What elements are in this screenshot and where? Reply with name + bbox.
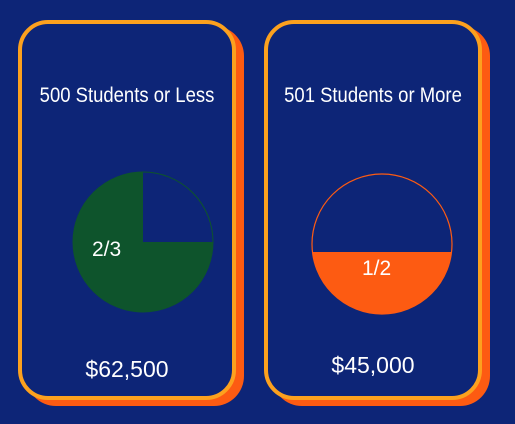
card-500-or-less: 500 Students or Less 2/3 $62,500	[18, 20, 248, 410]
pie-filled-slice	[73, 172, 213, 312]
circle-filled-portion	[312, 252, 452, 314]
circle-outline	[311, 173, 453, 315]
card-panel: 500 Students or Less 2/3 $62,500	[18, 20, 236, 400]
card-title: 501 Students or More	[284, 84, 462, 107]
fraction-pie-chart	[72, 171, 214, 313]
card-501-or-more: 501 Students or More 1/2 $45,000	[264, 20, 494, 410]
fraction-label: 2/3	[92, 238, 122, 261]
card-title: 500 Students or Less	[39, 84, 215, 107]
card-panel: 501 Students or More 1/2 $45,000	[264, 20, 482, 400]
award-amount: $62,500	[85, 356, 169, 382]
fraction-label: 1/2	[362, 257, 392, 280]
fraction-circle-chart	[311, 173, 453, 315]
award-amount: $45,000	[331, 352, 415, 378]
